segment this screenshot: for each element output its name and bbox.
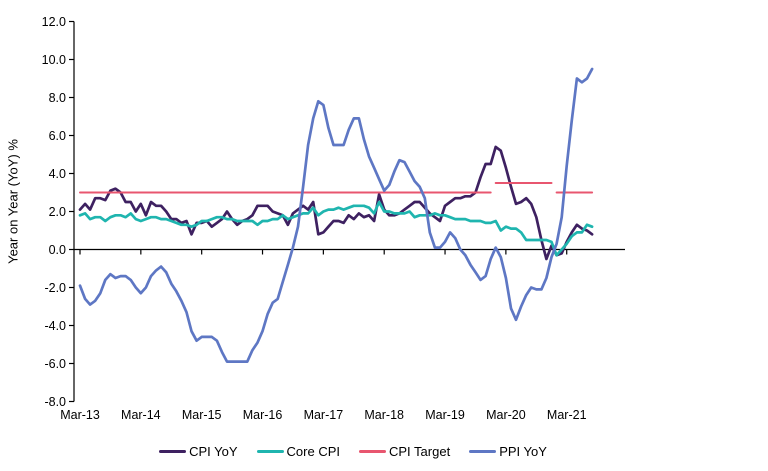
series-line-core-cpi: [78, 200, 594, 257]
y-tick-label: 12.0: [42, 15, 66, 29]
y-tick-label: 4.0: [49, 167, 66, 181]
x-tick-label: Mar-13: [60, 408, 100, 422]
y-tick-label: -2.0: [44, 281, 66, 295]
legend-item-ppi-yoy: PPI YoY: [469, 444, 547, 459]
x-tick-label: Mar-18: [364, 408, 404, 422]
y-tick-label: 6.0: [49, 129, 66, 143]
legend-label-cpi-target: CPI Target: [389, 444, 451, 459]
y-tick-label: -8.0: [44, 395, 66, 409]
y-tick-label: -6.0: [44, 357, 66, 371]
legend-swatch-cpi-yoy: [159, 449, 187, 454]
series-line-ppi-yoy: [78, 67, 594, 363]
x-tick-label: Mar-19: [425, 408, 465, 422]
legend-swatch-ppi-yoy: [469, 449, 497, 454]
y-tick-label: 2.0: [49, 205, 66, 219]
x-tick-label: Mar-17: [304, 408, 344, 422]
legend: CPI YoY Core CPI CPI Target PPI YoY: [0, 444, 706, 459]
series-line-cpi-yoy: [78, 145, 594, 261]
legend-item-cpi-target: CPI Target: [359, 444, 450, 459]
y-tick-label: 10.0: [42, 53, 66, 67]
legend-swatch-cpi-target: [359, 450, 386, 453]
legend-label-ppi-yoy: PPI YoY: [499, 444, 547, 459]
x-tick-label: Mar-21: [547, 408, 587, 422]
y-tick-label: 8.0: [49, 91, 66, 105]
x-tick-label: Mar-20: [486, 408, 526, 422]
legend-label-cpi-yoy: CPI YoY: [189, 444, 238, 459]
y-tick-label: 0.0: [49, 243, 66, 257]
x-tick-label: Mar-15: [182, 408, 222, 422]
y-tick-label: -4.0: [44, 319, 66, 333]
legend-item-cpi-yoy: CPI YoY: [159, 444, 238, 459]
x-tick-label: Mar-14: [121, 408, 161, 422]
legend-swatch-core-cpi: [256, 449, 284, 454]
legend-label-core-cpi: Core CPI: [286, 444, 340, 459]
legend-item-core-cpi: Core CPI: [256, 444, 340, 459]
x-tick-label: Mar-16: [243, 408, 283, 422]
